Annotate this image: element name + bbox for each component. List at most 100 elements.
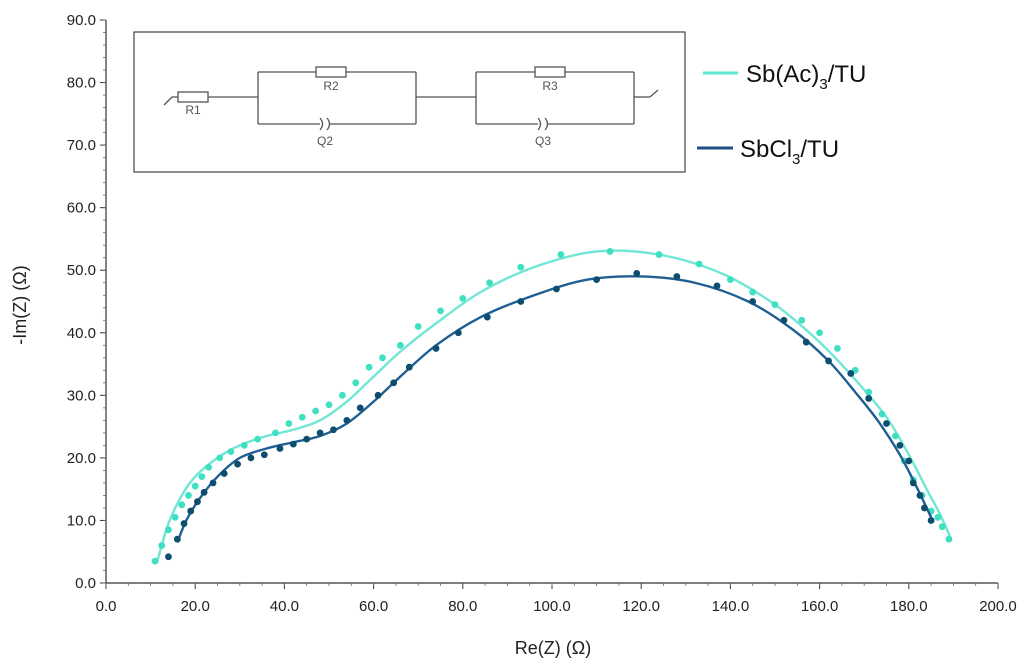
legend-label-sbcl3: SbCl3/TU [740,136,839,168]
circuit-left-terminal [163,96,173,106]
label-q3: Q3 [535,134,551,148]
data-point-sbac3 [298,413,306,421]
y-tick-label: 80.0 [67,75,96,92]
x-tick-label: 160.0 [801,598,839,615]
data-point-sbac3 [338,391,346,399]
data-point-sbcl3 [276,445,284,452]
x-tick-label: 200.0 [979,598,1017,615]
fit-line-sbcl3 [176,275,933,543]
data-point-sbcl3 [247,454,255,462]
legend-label-sbac3: Sb(Ac)3/TU [746,61,866,93]
data-point-sbac3 [892,432,899,440]
x-tick-label: 60.0 [359,598,388,615]
data-point-sbac3 [325,401,333,409]
x-tick-label: 20.0 [181,598,210,615]
legend-label-sbac3-tail: /TU [828,61,867,88]
y-axis-title: -Im(Z) (Ω) [10,265,30,344]
data-point-sbac3 [517,263,525,271]
data-point-sbac3 [171,513,179,521]
data-point-sbac3 [938,523,946,531]
data-point-sbac3 [365,363,373,371]
data-point-sbac3 [227,448,235,456]
legend-label-sbac3-sub: 3 [819,76,827,93]
data-point-sbcl3 [909,479,917,487]
data-point-sbac3 [749,288,757,296]
y-tick-label: 40.0 [67,325,96,342]
data-point-sbcl3 [374,391,382,399]
label-q2: Q2 [317,134,333,148]
resistor-r2 [315,66,347,78]
data-point-sbcl3 [343,416,351,424]
data-point-sbac3 [312,407,320,415]
data-point-sbcl3 [194,498,201,506]
data-point-sbac3 [151,557,159,565]
resistor-r1 [177,91,209,103]
cpe-q3-left [537,117,542,131]
data-point-sbac3 [414,323,422,330]
y-tick-label: 50.0 [67,262,96,279]
data-point-sbac3 [198,473,206,481]
legend: Sb(Ac)3/TU SbCl3/TU [697,61,866,168]
legend-label-sbcl3-tail: /TU [800,136,839,163]
circuit-right-terminal [649,89,659,98]
data-point-sbcl3 [316,429,324,437]
data-point-sbac3 [158,542,166,549]
data-point-sbcl3 [633,269,641,277]
data-point-sbac3 [695,260,703,268]
equivalent-circuit-inset: R1 R2 Q2 R3 Q3 [133,31,686,173]
data-point-sbac3 [878,410,886,418]
x-tick-label: 80.0 [448,598,477,615]
data-point-sbac3 [185,492,192,499]
data-point-sbcl3 [303,435,311,443]
data-point-sbcl3 [847,370,855,377]
data-point-sbcl3 [289,440,297,448]
data-point-sbac3 [945,535,953,543]
data-point-sbac3 [437,307,444,315]
data-point-sbcl3 [896,441,904,449]
data-point-sbcl3 [209,479,217,487]
data-point-sbcl3 [802,338,810,346]
data-point-sbac3 [216,454,224,462]
data-point-sbac3 [272,429,279,437]
data-point-sbcl3 [483,313,491,321]
data-point-sbcl3 [165,553,172,561]
data-point-sbcl3 [749,298,757,305]
data-point-sbcl3 [825,357,832,365]
data-point-sbac3 [486,279,493,287]
data-point-sbcl3 [405,363,413,371]
label-r3: R3 [542,79,558,93]
legend-label-sbac3-main: Sb(Ac) [746,61,819,88]
cpe-q2-right [326,117,331,131]
label-r2: R2 [323,79,339,93]
data-point-sbac3 [816,329,823,337]
data-point-sbcl3 [593,276,600,284]
legend-label-sbcl3-sub: 3 [792,151,800,168]
axes: 0.0 20.0 40.0 60.0 80.0 100.0 120.0 140.0 160.0 1… [67,12,1017,615]
data-point-sbcl3 [220,470,228,477]
y-tick-label: 10.0 [67,512,96,529]
data-point-sbac3 [205,463,212,471]
data-point-sbac3 [834,345,841,352]
legend-label-sbcl3-main: SbCl [740,136,792,163]
data-point-sbcl3 [780,316,788,324]
inset-frame [133,31,686,173]
label-r1: R1 [185,103,201,117]
data-point-sbac3 [934,513,942,521]
data-point-sbcl3 [673,273,681,280]
data-point-sbcl3 [865,395,873,402]
data-point-sbcl3 [356,404,364,412]
y-tick-label: 90.0 [67,12,96,29]
data-point-sbcl3 [432,345,440,352]
data-point-sbac3 [798,316,806,324]
data-point-sbcl3 [553,285,560,293]
data-point-sbac3 [165,526,172,534]
y-tick-label: 0.0 [75,575,96,592]
data-point-sbcl3 [234,460,241,468]
data-point-sbcl3 [883,420,890,427]
data-point-sbac3 [771,301,779,309]
y-tick-label: 20.0 [67,450,96,467]
data-point-sbcl3 [927,517,935,524]
data-point-sbac3 [606,248,614,255]
x-tick-label: 140.0 [712,598,750,615]
